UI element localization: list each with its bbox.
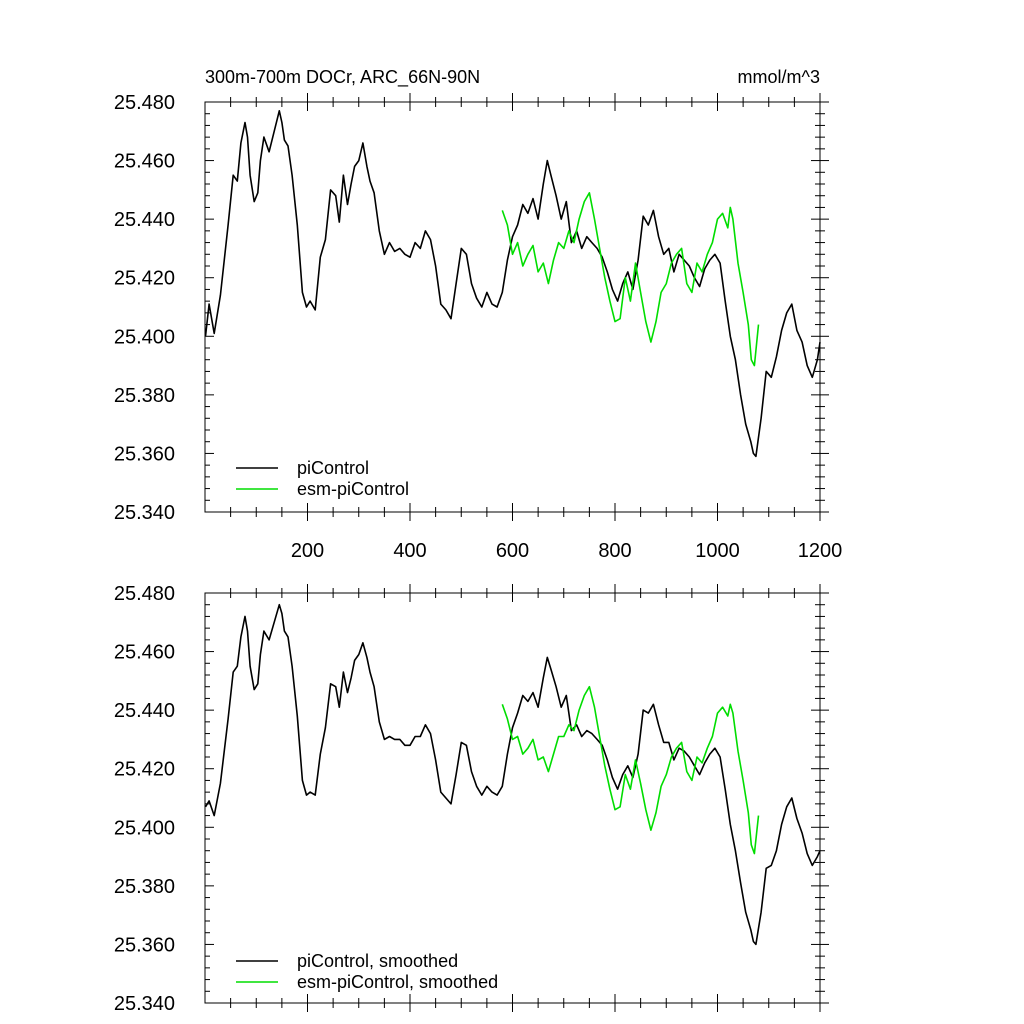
x-tick-label: 600 xyxy=(496,540,529,562)
y-tick-label: 25.400 xyxy=(114,326,175,348)
y-tick-label: 25.380 xyxy=(114,876,175,898)
x-tick-label: 1200 xyxy=(798,540,843,562)
y-tick-label: 25.440 xyxy=(114,700,175,722)
x-tick-label: 200 xyxy=(291,540,324,562)
y-tick-label: 25.360 xyxy=(114,443,175,465)
legend-label: esm-piControl, smoothed xyxy=(297,972,498,992)
y-tick-label: 25.360 xyxy=(114,934,175,956)
y-tick-label: 25.420 xyxy=(114,759,175,781)
y-tick-label: 25.460 xyxy=(114,642,175,664)
y-tick-label: 25.480 xyxy=(114,583,175,605)
x-tick-label: 400 xyxy=(393,540,426,562)
units-label: mmol/m^3 xyxy=(738,67,820,87)
plot-frame xyxy=(204,101,821,513)
series-line-0 xyxy=(204,603,821,946)
y-tick-label: 25.460 xyxy=(114,151,175,173)
y-tick-label: 25.400 xyxy=(114,817,175,839)
x-tick-label: 1000 xyxy=(695,540,740,562)
x-tick-label: 800 xyxy=(598,540,631,562)
series-line-1 xyxy=(501,192,760,367)
y-tick-label: 25.340 xyxy=(114,502,175,524)
plot-frame xyxy=(204,592,821,1004)
y-tick-label: 25.480 xyxy=(114,92,175,114)
y-tick-label: 25.440 xyxy=(114,209,175,231)
y-tick-label: 25.420 xyxy=(114,268,175,290)
bottom-panel: 25.340 25.360 25.380 25.400 25.420 25.440 25.4… xyxy=(114,583,829,1015)
y-tick-label: 25.380 xyxy=(114,385,175,407)
legend-label: piControl, smoothed xyxy=(297,951,458,971)
top-panel: 200 400 600 800 1000 1200 25.340 25.360 25.380 25… xyxy=(114,92,842,562)
y-tick-label: 25.340 xyxy=(114,993,175,1015)
chart-title: 300m-700m DOCr, ARC_66N-90N xyxy=(205,67,480,88)
legend-label: esm-piControl xyxy=(297,479,409,499)
legend-label: piControl xyxy=(297,458,369,478)
series-line-1 xyxy=(501,685,760,855)
series-line-0 xyxy=(204,110,821,458)
